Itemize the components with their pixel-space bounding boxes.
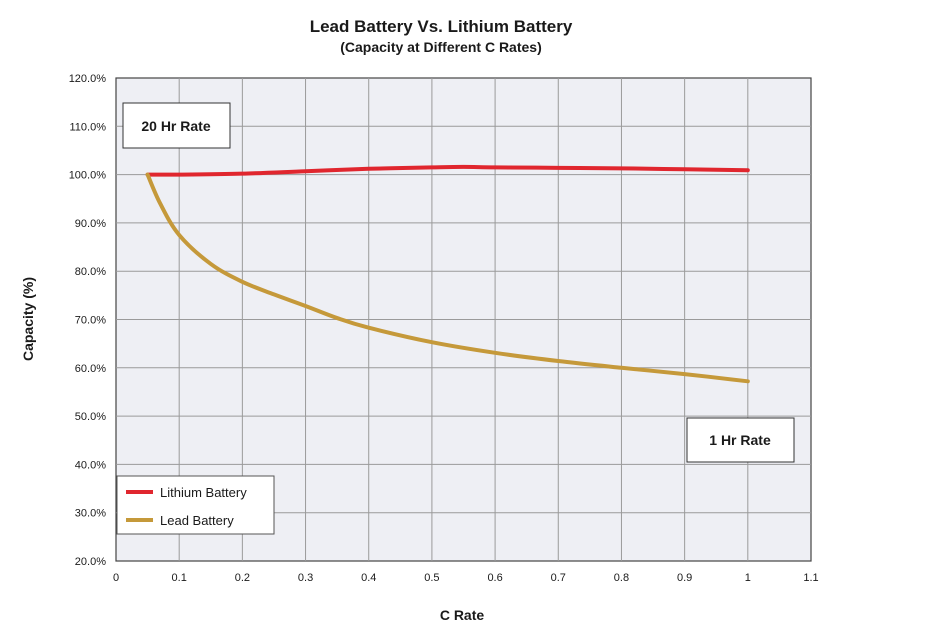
x-tick-label: 0.3 xyxy=(298,572,313,584)
x-tick-label: 0.5 xyxy=(424,572,439,584)
x-tick-label: 0.9 xyxy=(677,572,692,584)
x-tick-label: 0 xyxy=(113,572,119,584)
series-line-lithium xyxy=(145,164,750,177)
legend xyxy=(116,475,275,535)
x-tick-label: 0.7 xyxy=(551,572,566,584)
y-tick-label: 30.0% xyxy=(75,508,106,520)
y-tick-label: 60.0% xyxy=(75,363,106,375)
series-lines xyxy=(145,164,750,384)
x-tick-label: 0.2 xyxy=(235,572,250,584)
y-tick-label: 110.0% xyxy=(70,121,107,133)
x-tick-labels: 0 0.1 0.2 0.3 0.4 0.5 0.6 0.7 0.8 0.9 1 1.1 xyxy=(113,572,819,584)
x-axis-label: C Rate xyxy=(440,607,485,623)
y-tick-label: 80.0% xyxy=(75,266,106,278)
x-tick-label: 1.1 xyxy=(803,572,818,584)
y-tick-label: 100.0% xyxy=(69,170,107,182)
x-tick-label: 1 xyxy=(745,572,751,584)
legend-label-lithium: Lithium Battery xyxy=(160,485,247,500)
y-tick-label: 40.0% xyxy=(75,459,106,471)
chart-title: Lead Battery Vs. Lithium Battery xyxy=(310,17,573,36)
chart-subtitle: (Capacity at Different C Rates) xyxy=(340,39,542,55)
annotation-1hr-rate: 1 Hr Rate xyxy=(709,432,771,448)
y-tick-label: 90.0% xyxy=(75,218,106,230)
y-tick-label: 20.0% xyxy=(75,556,106,568)
y-tick-labels: 20.0% 30.0% 40.0% 50.0% 60.0% 70.0% 80.0% 90.0%… xyxy=(69,73,107,568)
x-tick-label: 0.6 xyxy=(487,572,502,584)
y-tick-label: 50.0% xyxy=(75,411,106,423)
y-tick-label: 70.0% xyxy=(75,315,106,327)
x-tick-label: 0.4 xyxy=(361,572,376,584)
annotation-20hr-rate: 20 Hr Rate xyxy=(141,118,210,134)
legend-label-lead: Lead Battery xyxy=(160,513,234,528)
y-axis-label: Capacity (%) xyxy=(20,277,36,361)
x-tick-label: 0.1 xyxy=(172,572,187,584)
x-tick-label: 0.8 xyxy=(614,572,629,584)
series-line-lead xyxy=(145,172,750,384)
annotation-box-20hr xyxy=(122,102,231,149)
annotation-box-1hr xyxy=(686,417,795,463)
y-tick-label: 120.0% xyxy=(69,73,107,85)
